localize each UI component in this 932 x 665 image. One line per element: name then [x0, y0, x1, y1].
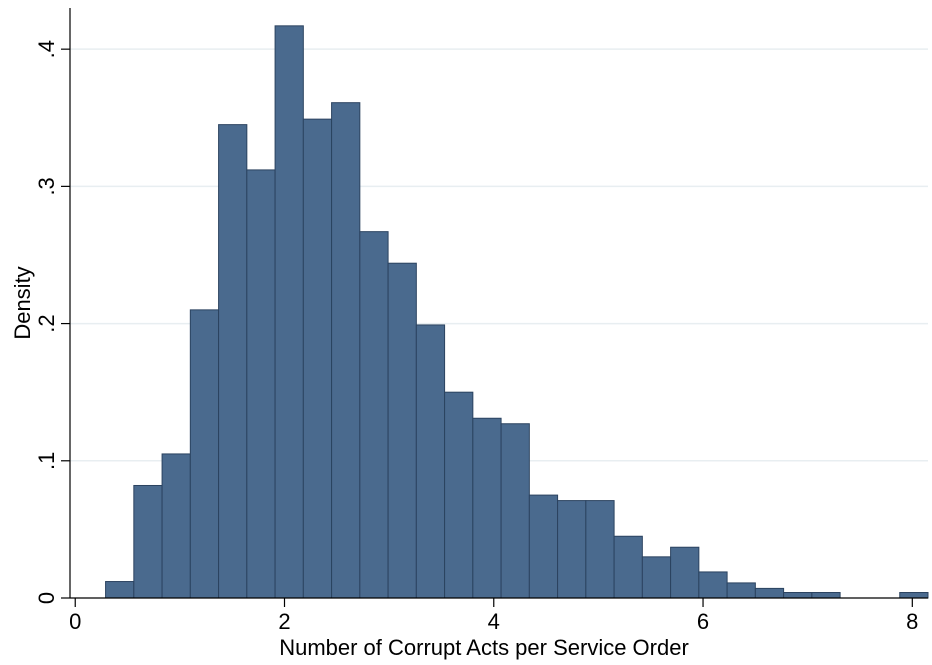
y-axis-title: Density	[10, 266, 35, 339]
histogram-bar	[274, 25, 304, 599]
x-tick-label: 4	[488, 609, 500, 634]
x-tick-label: 2	[278, 609, 290, 634]
histogram-bar	[811, 592, 841, 599]
histogram-bar	[783, 592, 813, 599]
x-axis-title: Number of Corrupt Acts per Service Order	[279, 635, 689, 660]
histogram-bar	[415, 324, 446, 599]
histogram-bar	[641, 556, 672, 599]
histogram-bar	[133, 484, 163, 599]
histogram-bar	[189, 309, 220, 599]
histogram-bar	[387, 262, 417, 599]
histogram-bar	[528, 494, 559, 599]
histogram-bar	[444, 391, 474, 599]
y-tick-label: 0	[34, 592, 59, 604]
histogram-bar	[754, 587, 785, 599]
histogram-bar	[331, 102, 361, 599]
x-tick-label: 6	[697, 609, 709, 634]
histogram-bar	[726, 582, 756, 599]
histogram-bar	[472, 417, 502, 599]
histogram-bar	[613, 535, 643, 599]
histogram-bar	[105, 581, 135, 599]
histogram-bar	[359, 231, 389, 599]
x-tick-label: 8	[906, 609, 918, 634]
histogram-bar	[557, 500, 587, 599]
histogram-bar	[161, 453, 191, 599]
axes	[61, 8, 928, 607]
histogram-bar	[899, 592, 929, 599]
histogram-bar	[698, 571, 728, 599]
histogram-bar	[585, 500, 615, 599]
histogram-bar	[302, 118, 333, 599]
tick-labels: 0 2 4 6 8 0 .1 .2 .3 .4	[34, 40, 918, 634]
y-tick-label: .4	[34, 40, 59, 58]
histogram-bar	[218, 124, 248, 599]
histogram-bar	[246, 169, 276, 599]
y-tick-label: .1	[34, 452, 59, 470]
y-tick-label: .3	[34, 177, 59, 195]
y-tick-label: .2	[34, 314, 59, 332]
histogram-bar	[670, 546, 700, 599]
x-tick-label: 0	[69, 609, 81, 634]
histogram-bars	[105, 25, 929, 599]
histogram-bar	[500, 423, 530, 599]
